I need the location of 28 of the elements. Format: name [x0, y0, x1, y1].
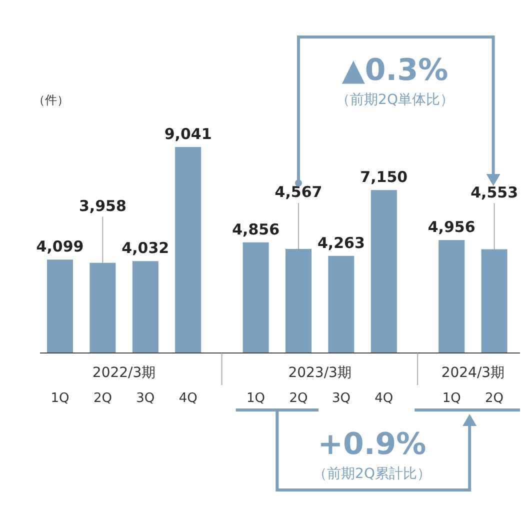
- x-tick-label: 1Q: [246, 391, 266, 406]
- data-label: 4,567: [274, 182, 322, 201]
- data-label: 4,263: [317, 234, 365, 252]
- x-tick-label: 1Q: [442, 391, 461, 406]
- data-label: 7,150: [360, 168, 408, 186]
- data-label: 4,856: [232, 220, 280, 238]
- data-label: 4,032: [122, 239, 170, 258]
- x-tick-label: 2Q: [289, 391, 308, 406]
- text: （前期2Q単体比）: [336, 92, 454, 108]
- x-tick-label: 1Q: [50, 391, 70, 406]
- text: ▲0.3%: [342, 53, 448, 88]
- text: （前期2Q累計比）: [313, 466, 431, 482]
- x-tick-label: 2Q: [93, 391, 112, 406]
- text: +0.9%: [318, 427, 426, 462]
- text: 2023/3期: [288, 365, 352, 381]
- data-label: 4,956: [428, 218, 476, 236]
- x-tick-label: 4Q: [374, 391, 394, 406]
- data-label: 9,041: [164, 125, 212, 143]
- x-tick-label: 2Q: [485, 391, 504, 406]
- data-label: 3,958: [78, 196, 126, 215]
- x-tick-label: 3Q: [136, 391, 155, 406]
- data-label: 4,099: [36, 238, 84, 256]
- y-axis-title: （件）: [33, 93, 69, 107]
- data-label: 4,553: [470, 183, 518, 202]
- text: 2024/3期: [441, 365, 505, 381]
- x-tick-label: 4Q: [178, 391, 198, 406]
- x-tick-label: 3Q: [332, 391, 350, 406]
- text: 2022/3期: [92, 365, 156, 381]
